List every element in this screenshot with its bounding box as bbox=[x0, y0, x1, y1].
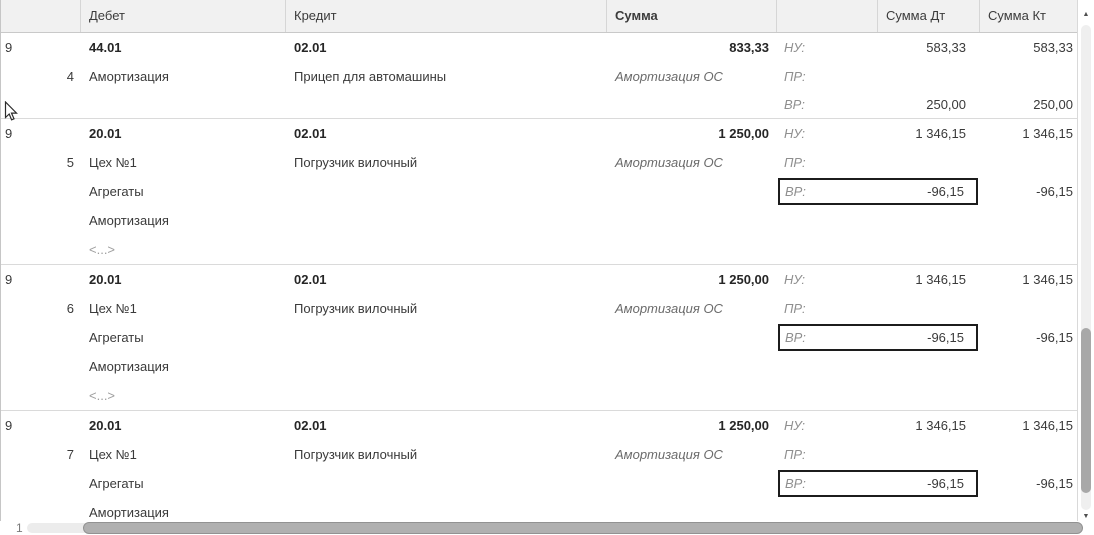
tax-type-label: ВР: bbox=[785, 184, 806, 199]
clipped-text-fragment: 1 bbox=[16, 521, 23, 535]
vertical-scrollbar[interactable]: ▲ ▼ bbox=[1078, 0, 1094, 535]
sum-kt-cell[interactable]: -96,15 bbox=[1036, 184, 1073, 199]
tax-type-label[interactable]: НУ: bbox=[784, 418, 806, 433]
sum-dt-cell[interactable]: 1 346,15 bbox=[915, 126, 966, 141]
sum-dt-cell[interactable]: 1 346,15 bbox=[915, 272, 966, 287]
amount-cell[interactable]: 1 250,00 bbox=[718, 418, 769, 433]
sum-kt-cell[interactable]: 1 346,15 bbox=[1022, 418, 1073, 433]
header-cell-tax[interactable] bbox=[777, 0, 878, 32]
debit-account-cell[interactable]: 44.01 bbox=[89, 40, 122, 55]
debit-analytics-cell[interactable]: Амортизация bbox=[89, 359, 169, 374]
credit-analytics-cell[interactable]: Погрузчик вилочный bbox=[294, 155, 418, 170]
debit-analytics-cell[interactable]: Цех №1 bbox=[89, 155, 137, 170]
debit-analytics-cell[interactable]: Амортизация bbox=[89, 69, 169, 84]
debit-account-cell[interactable]: 20.01 bbox=[89, 126, 122, 141]
debit-analytics-cell[interactable]: Цех №1 bbox=[89, 301, 137, 316]
entry-block[interactable]: 9 20.01 02.01 1 250,00 НУ: 1 346,15 1 34… bbox=[1, 411, 1077, 535]
amount-cell[interactable]: 1 250,00 bbox=[718, 272, 769, 287]
operation-note-cell[interactable]: Амортизация ОС bbox=[615, 155, 723, 170]
tax-type-label[interactable]: ВР: bbox=[784, 97, 805, 112]
credit-analytics-cell[interactable]: Прицеп для автомашины bbox=[294, 69, 447, 84]
debit-analytics-cell[interactable]: Агрегаты bbox=[89, 184, 144, 199]
entry-block[interactable]: 9 20.01 02.01 1 250,00 НУ: 1 346,15 1 34… bbox=[1, 119, 1077, 265]
entry-number-cell[interactable]: 4 bbox=[66, 69, 74, 84]
sum-kt-cell[interactable]: 1 346,15 bbox=[1022, 272, 1073, 287]
row-number-cell[interactable]: 9 bbox=[5, 40, 13, 55]
debit-analytics-cell[interactable]: Амортизация bbox=[89, 213, 169, 228]
vertical-scroll-thumb[interactable] bbox=[1081, 328, 1091, 493]
sum-kt-cell[interactable]: -96,15 bbox=[1036, 330, 1073, 345]
tax-type-label[interactable]: НУ: bbox=[784, 40, 806, 55]
debit-analytics-empty-cell[interactable]: <...> bbox=[89, 388, 116, 403]
sum-dt-cell[interactable]: 583,33 bbox=[926, 40, 966, 55]
scroll-up-icon[interactable]: ▲ bbox=[1082, 11, 1090, 18]
entry-number-cell[interactable]: 5 bbox=[66, 155, 74, 170]
tax-type-label[interactable]: НУ: bbox=[784, 126, 806, 141]
selected-cell-box[interactable]: ВР: -96,15 bbox=[778, 324, 978, 351]
entry-number-cell[interactable]: 7 bbox=[66, 447, 74, 462]
amount-cell[interactable]: 1 250,00 bbox=[718, 126, 769, 141]
operation-note-cell[interactable]: Амортизация ОС bbox=[615, 301, 723, 316]
table-header: Дебет Кредит Сумма Сумма Дт Сумма Кт bbox=[1, 0, 1077, 33]
debit-analytics-cell[interactable]: Амортизация bbox=[89, 505, 169, 520]
sum-kt-cell[interactable]: 583,33 bbox=[1033, 40, 1073, 55]
debit-account-cell[interactable]: 20.01 bbox=[89, 418, 122, 433]
row-number-cell[interactable]: 9 bbox=[5, 418, 13, 433]
tax-type-label[interactable]: ПР: bbox=[784, 447, 806, 462]
tax-type-label[interactable]: ПР: bbox=[784, 155, 806, 170]
tax-type-label: ВР: bbox=[785, 476, 806, 491]
vertical-scroll-track[interactable] bbox=[1081, 25, 1091, 510]
header-cell-kredit[interactable]: Кредит bbox=[286, 0, 607, 32]
sum-kt-cell[interactable]: 1 346,15 bbox=[1022, 126, 1073, 141]
row-number-cell[interactable]: 9 bbox=[5, 126, 13, 141]
entry-block[interactable]: 9 20.01 02.01 1 250,00 НУ: 1 346,15 1 34… bbox=[1, 265, 1077, 411]
credit-account-cell[interactable]: 02.01 bbox=[294, 272, 327, 287]
credit-account-cell[interactable]: 02.01 bbox=[294, 40, 327, 55]
header-cell-summa-kt[interactable]: Сумма Кт bbox=[988, 8, 1046, 23]
sum-dt-value: -96,15 bbox=[927, 330, 964, 345]
debit-analytics-empty-cell[interactable]: <...> bbox=[89, 242, 116, 257]
sum-dt-cell[interactable]: 250,00 bbox=[926, 97, 966, 112]
header-cell-summa-dt[interactable]: Сумма Дт bbox=[878, 0, 980, 32]
sum-kt-cell[interactable]: 250,00 bbox=[1033, 97, 1073, 112]
sum-kt-cell[interactable]: -96,15 bbox=[1036, 476, 1073, 491]
sum-dt-value: -96,15 bbox=[927, 184, 964, 199]
horizontal-scrollbar[interactable]: 1 bbox=[0, 521, 1083, 535]
operation-note-cell[interactable]: Амортизация ОС bbox=[615, 69, 723, 84]
sum-dt-value: -96,15 bbox=[927, 476, 964, 491]
sum-dt-cell[interactable]: 1 346,15 bbox=[915, 418, 966, 433]
selected-cell-box[interactable]: ВР: -96,15 bbox=[778, 178, 978, 205]
debit-analytics-cell[interactable]: Цех №1 bbox=[89, 447, 137, 462]
amount-cell[interactable]: 833,33 bbox=[729, 40, 769, 55]
credit-account-cell[interactable]: 02.01 bbox=[294, 418, 327, 433]
header-cell-debet[interactable]: Дебет bbox=[81, 0, 286, 32]
entry-number-cell[interactable]: 6 bbox=[66, 301, 74, 316]
debit-account-cell[interactable]: 20.01 bbox=[89, 272, 122, 287]
tax-type-label[interactable]: ПР: bbox=[784, 301, 806, 316]
debit-analytics-cell[interactable]: Агрегаты bbox=[89, 476, 144, 491]
scroll-down-icon[interactable]: ▼ bbox=[1082, 513, 1090, 520]
tax-type-label: ВР: bbox=[785, 330, 806, 345]
credit-account-cell[interactable]: 02.01 bbox=[294, 126, 327, 141]
header-cell-id[interactable] bbox=[1, 0, 81, 32]
row-number-cell[interactable]: 9 bbox=[5, 272, 13, 287]
credit-analytics-cell[interactable]: Погрузчик вилочный bbox=[294, 447, 418, 462]
tax-type-label[interactable]: НУ: bbox=[784, 272, 806, 287]
tax-type-label[interactable]: ПР: bbox=[784, 69, 806, 84]
operation-note-cell[interactable]: Амортизация ОС bbox=[615, 447, 723, 462]
credit-analytics-cell[interactable]: Погрузчик вилочный bbox=[294, 301, 418, 316]
debit-analytics-cell[interactable]: Агрегаты bbox=[89, 330, 144, 345]
horizontal-scroll-thumb[interactable] bbox=[83, 522, 1083, 534]
header-cell-summa[interactable]: Сумма bbox=[607, 0, 777, 32]
selected-cell-box[interactable]: ВР: -96,15 bbox=[778, 470, 978, 497]
entry-block[interactable]: 9 44.01 02.01 833,33 НУ: 583,33 583,33 4… bbox=[1, 33, 1077, 119]
